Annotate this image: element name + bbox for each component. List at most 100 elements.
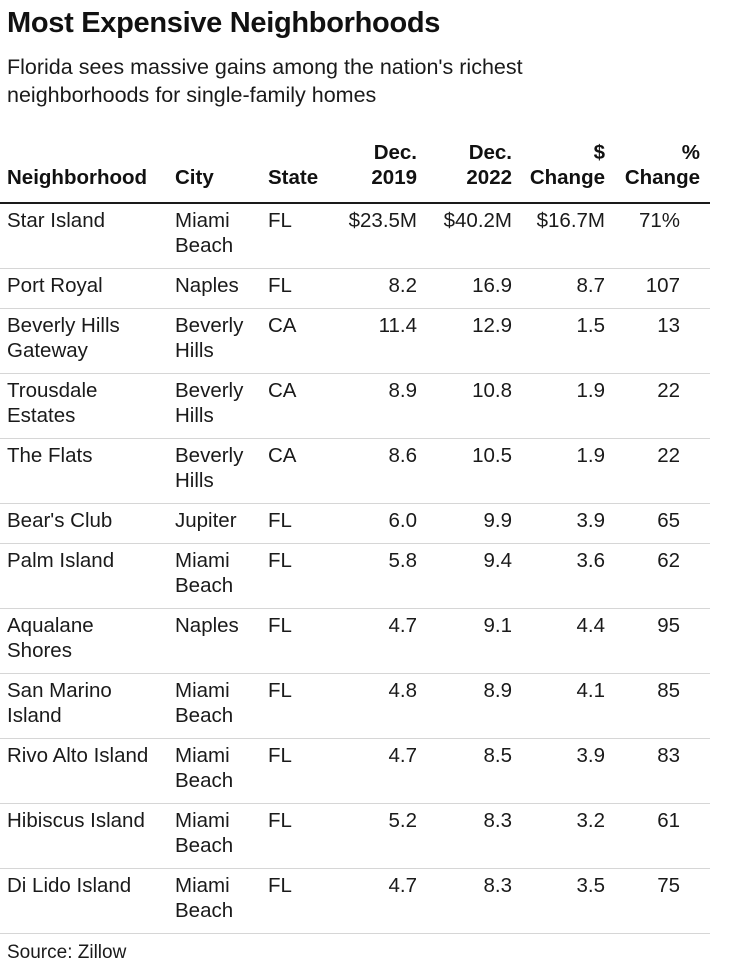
neighborhood-cell-line: Shores xyxy=(7,639,72,662)
state-cell: FL xyxy=(268,274,292,297)
neighborhood-cell-line: Estates xyxy=(7,404,76,427)
header-dec-2019: Dec. 2019 xyxy=(318,140,417,190)
dec-2019-cell: $23.5M xyxy=(348,209,417,232)
dec-2019-cell: 6.0 xyxy=(388,509,418,532)
pct-change-cell: 65 xyxy=(657,509,680,532)
state-cell: CA xyxy=(268,444,297,467)
city-cell-line: Beach xyxy=(175,769,234,792)
dec-2019-cell: 4.7 xyxy=(388,874,418,897)
dollar-change-cell: 3.6 xyxy=(576,549,606,572)
table-row: Rivo Alto Island Miami Beach FL 4.7 8.5 3.9 83 xyxy=(0,739,710,804)
state-cell: FL xyxy=(268,209,292,232)
table-row: Bear's Club Jupiter FL 6.0 9.9 3.9 65 xyxy=(0,504,710,544)
dec-2022-cell: 9.4 xyxy=(483,549,513,572)
dollar-change-cell: 8.7 xyxy=(576,274,606,297)
dollar-change-cell: 3.2 xyxy=(576,809,606,832)
header-state: State xyxy=(268,165,328,190)
city-cell-line: Beverly xyxy=(175,444,244,467)
header-dec-2022-line2: 2022 xyxy=(466,166,512,189)
neighborhood-cell-line: Beverly Hills xyxy=(7,314,120,337)
dec-2022-cell: 9.9 xyxy=(483,509,513,532)
dec-2019-cell: 5.2 xyxy=(388,809,418,832)
table-row: Hibiscus Island Miami Beach FL 5.2 8.3 3.2 61 xyxy=(0,804,710,869)
state-cell: FL xyxy=(268,614,292,637)
neighborhood-cell-line: Trousdale xyxy=(7,379,98,402)
header-state-label: State xyxy=(268,166,319,189)
dec-2019-cell: 4.8 xyxy=(388,679,418,702)
city-cell-line: Miami xyxy=(175,679,230,702)
city-cell-line: Miami xyxy=(175,744,230,767)
header-pct-change: % Change xyxy=(608,140,700,190)
dec-2019-cell: 11.4 xyxy=(378,314,417,337)
neighborhood-cell: The Flats xyxy=(7,443,172,468)
neighborhood-cell: Beverly Hills Gateway xyxy=(7,313,172,363)
city-cell: Beverly Hills xyxy=(175,443,265,493)
dollar-change-cell: $16.7M xyxy=(536,209,605,232)
table-row: Palm Island Miami Beach FL 5.8 9.4 3.6 62 xyxy=(0,544,710,609)
header-dollar-change-line1: $ xyxy=(593,141,605,164)
header-city-label: City xyxy=(175,166,214,189)
table-row: Star Island Miami Beach FL $23.5M $40.2M $16.7… xyxy=(0,204,710,269)
neighborhood-cell: Palm Island xyxy=(7,548,172,573)
table-row: Di Lido Island Miami Beach FL 4.7 8.3 3.5 75 xyxy=(0,869,710,934)
pct-change-cell: 61 xyxy=(657,809,680,832)
pct-change-cell: 75 xyxy=(657,874,680,897)
table-row: Beverly Hills Gateway Beverly Hills CA 11.4 12… xyxy=(0,309,710,374)
dec-2022-cell: 10.8 xyxy=(472,379,512,402)
dollar-change-cell: 3.9 xyxy=(576,509,606,532)
city-cell: Miami Beach xyxy=(175,873,265,923)
city-cell-line: Beach xyxy=(175,574,234,597)
city-cell: Miami Beach xyxy=(175,678,265,728)
neighborhood-cell-line: Palm Island xyxy=(7,549,115,572)
table-body: Star Island Miami Beach FL $23.5M $40.2M $16.7… xyxy=(0,204,710,934)
pct-change-cell: 13 xyxy=(657,314,680,337)
neighborhood-cell-line: Port Royal xyxy=(7,274,103,297)
state-cell: CA xyxy=(268,379,297,402)
city-cell: Miami Beach xyxy=(175,548,265,598)
header-city: City xyxy=(175,165,265,190)
city-cell-line: Beverly xyxy=(175,379,244,402)
neighborhood-cell: Di Lido Island xyxy=(7,873,172,898)
header-dec-2019-line2: 2019 xyxy=(371,166,417,189)
table-row: San Marino Island Miami Beach FL 4.8 8.9 4.1 85 xyxy=(0,674,710,739)
dec-2022-cell: 12.9 xyxy=(472,314,512,337)
city-cell-line: Beach xyxy=(175,234,234,257)
dec-2022-cell: 8.9 xyxy=(483,679,513,702)
pct-change-cell: 83 xyxy=(657,744,680,767)
dec-2019-cell: 8.6 xyxy=(388,444,418,467)
header-dec-2022: Dec. 2022 xyxy=(420,140,512,190)
neighborhood-cell: Star Island xyxy=(7,208,172,233)
dec-2019-cell: 8.2 xyxy=(388,274,418,297)
dollar-change-cell: 4.1 xyxy=(576,679,606,702)
header-neighborhood: Neighborhood xyxy=(7,165,172,190)
neighborhood-cell: Hibiscus Island xyxy=(7,808,172,833)
city-cell-line: Hills xyxy=(175,469,214,492)
neighborhood-cell-line: San Marino xyxy=(7,679,112,702)
city-cell: Miami Beach xyxy=(175,208,265,258)
subtitle: Florida sees massive gains among the nat… xyxy=(7,55,523,107)
dollar-change-cell: 1.5 xyxy=(576,314,606,337)
neighborhood-cell-line: Hibiscus Island xyxy=(7,809,145,832)
dollar-change-cell: 1.9 xyxy=(576,444,606,467)
pct-change-cell: 22 xyxy=(657,444,680,467)
city-cell-line: Miami xyxy=(175,209,230,232)
state-cell: FL xyxy=(268,679,292,702)
page-title: Most Expensive Neighborhoods xyxy=(7,7,441,39)
dec-2022-cell: 8.3 xyxy=(483,809,513,832)
header-dollar-change-line2: Change xyxy=(529,166,605,189)
neighborhood-cell: Bear's Club xyxy=(7,508,172,533)
neighborhood-cell: Trousdale Estates xyxy=(7,378,172,428)
header-neighborhood-label: Neighborhood xyxy=(7,166,148,189)
city-cell-line: Beach xyxy=(175,704,234,727)
neighborhood-cell-line: Rivo Alto Island xyxy=(7,744,149,767)
header-pct-change-line1: % xyxy=(681,141,700,164)
neighborhood-cell-line: Star Island xyxy=(7,209,105,232)
pct-change-cell: 62 xyxy=(657,549,680,572)
table-row: Trousdale Estates Beverly Hills CA 8.9 10.8 1.9… xyxy=(0,374,710,439)
pct-change-cell: 71% xyxy=(638,209,680,232)
city-cell: Naples xyxy=(175,613,265,638)
header-dec-2019-line1: Dec. xyxy=(373,141,417,164)
city-cell: Jupiter xyxy=(175,508,265,533)
neighborhood-cell: Aqualane Shores xyxy=(7,613,172,663)
